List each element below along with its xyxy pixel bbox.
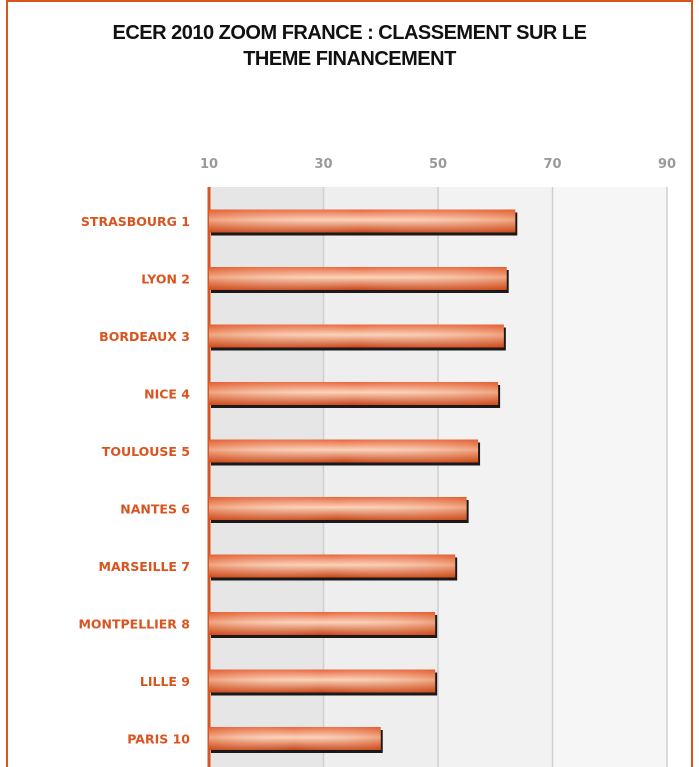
bar-highlight	[209, 324, 504, 348]
category-label: LILLE 9	[140, 674, 190, 689]
chart-title: ECER 2010 ZOOM FRANCE : CLASSEMENT SUR L…	[0, 20, 699, 72]
category-label: NICE 4	[144, 387, 190, 402]
category-label: BORDEAUX 3	[99, 329, 190, 344]
x-tick-label: 90	[658, 157, 676, 172]
x-tick-label: 70	[543, 157, 561, 172]
bar-highlight	[209, 612, 436, 635]
category-label: LYON 2	[141, 272, 190, 287]
plot-band	[552, 187, 667, 767]
bar-highlight	[209, 439, 479, 463]
bar-highlight	[209, 554, 456, 578]
category-label: MONTPELLIER 8	[78, 617, 190, 632]
x-tick-label: 10	[200, 157, 218, 172]
bar-highlight	[209, 727, 381, 750]
category-label: TOULOUSE 5	[102, 444, 190, 459]
chart-frame	[6, 0, 693, 767]
bar-highlight	[209, 497, 467, 520]
chart-title-line-1: ECER 2010 ZOOM FRANCE : CLASSEMENT SUR L…	[112, 22, 587, 44]
x-tick-label: 30	[314, 157, 332, 172]
bar-highlight	[209, 669, 436, 693]
category-label: PARIS 10	[127, 732, 190, 747]
category-label: NANTES 6	[120, 502, 190, 517]
bar-highlight	[209, 267, 507, 290]
bar-highlight	[209, 382, 499, 405]
category-label: STRASBOURG 1	[81, 214, 190, 229]
category-label: MARSEILLE 7	[99, 559, 190, 574]
chart-title-line-2: THEME FINANCEMENT	[243, 48, 456, 70]
x-tick-label: 50	[429, 157, 447, 172]
bar-highlight	[209, 209, 516, 233]
